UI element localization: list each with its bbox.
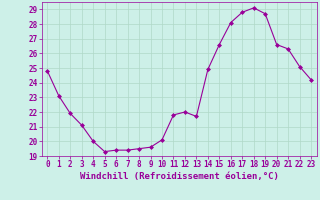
X-axis label: Windchill (Refroidissement éolien,°C): Windchill (Refroidissement éolien,°C) bbox=[80, 172, 279, 181]
